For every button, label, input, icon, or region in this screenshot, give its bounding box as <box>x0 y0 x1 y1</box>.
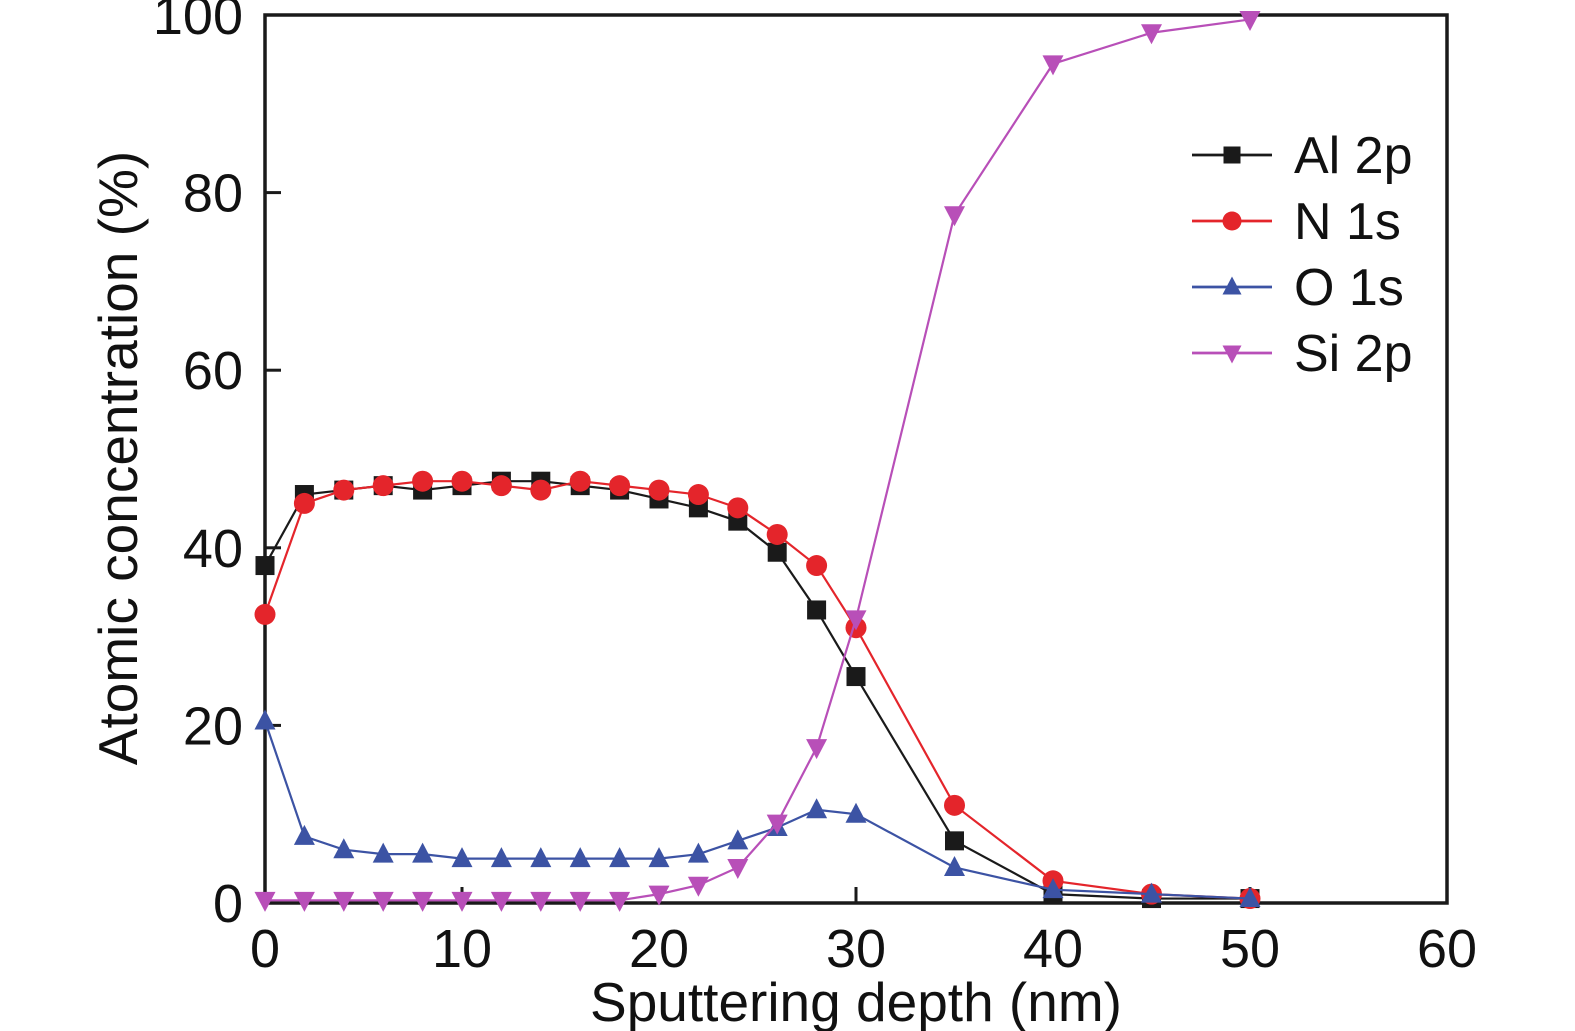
square-marker <box>945 831 964 851</box>
x-tick-label: 10 <box>432 919 492 979</box>
y-tick-label: 80 <box>183 164 243 224</box>
legend-label: Al 2p <box>1294 127 1413 185</box>
triangle-up-marker <box>1042 878 1064 899</box>
triangle-down-marker <box>1042 55 1064 76</box>
y-tick-label: 40 <box>183 519 243 579</box>
square-marker <box>767 542 787 562</box>
triangle-down-marker <box>254 891 276 912</box>
legend-item-si-2p: Si 2p <box>1192 325 1413 383</box>
triangle-up-marker <box>845 802 867 823</box>
legend-label: O 1s <box>1294 259 1404 317</box>
series-line-o-1s <box>263 720 1251 900</box>
triangle-down-marker <box>1222 345 1242 364</box>
triangle-down-marker <box>766 814 788 835</box>
triangle-up-marker <box>1141 882 1162 903</box>
y-tick-label: 60 <box>183 341 243 401</box>
x-tick-label: 50 <box>1220 919 1280 979</box>
y-tick-label: 20 <box>183 696 243 756</box>
circle-marker <box>648 479 670 501</box>
square-marker <box>1223 146 1241 164</box>
triangle-up-marker <box>1239 887 1261 908</box>
square-marker <box>255 556 275 576</box>
circle-marker <box>609 475 631 497</box>
triangle-up-marker <box>293 824 315 845</box>
circle-marker <box>569 470 591 492</box>
triangle-up-marker <box>490 847 512 868</box>
circle-marker <box>333 479 355 501</box>
triangle-up-marker <box>569 847 591 868</box>
x-axis-title: Sputtering depth (nm) <box>590 971 1122 1031</box>
triangle-down-marker <box>727 858 749 879</box>
triangle-down-marker <box>293 891 315 912</box>
circle-marker <box>451 470 473 492</box>
circle-marker <box>254 603 276 625</box>
triangle-up-marker <box>944 855 965 876</box>
triangle-down-marker <box>530 891 552 912</box>
triangle-down-marker <box>609 891 631 912</box>
y-tick-label: 100 <box>153 0 243 46</box>
series-si-2p <box>254 10 1261 912</box>
circle-marker <box>530 479 552 501</box>
circle-marker <box>1222 211 1242 231</box>
triangle-up-marker <box>372 842 394 863</box>
triangle-down-marker <box>1141 24 1162 45</box>
triangle-up-marker <box>1222 276 1242 295</box>
triangle-down-marker <box>490 891 512 912</box>
triangle-down-marker <box>412 891 434 912</box>
legend-label: Si 2p <box>1294 325 1413 383</box>
circle-marker <box>806 555 828 577</box>
triangle-up-marker <box>648 847 670 868</box>
triangle-down-marker <box>372 891 394 912</box>
series-al-2p <box>255 471 1260 909</box>
y-axis-title: Atomic concentration (%) <box>87 150 149 766</box>
x-tick-label: 40 <box>1023 919 1083 979</box>
circle-marker <box>727 497 749 519</box>
triangle-down-marker <box>333 891 355 912</box>
legend-item-o-1s: O 1s <box>1192 259 1404 317</box>
series-line-si-2p <box>265 18 1251 902</box>
triangle-up-marker <box>687 842 709 863</box>
x-tick-label: 30 <box>826 919 886 979</box>
circle-marker <box>490 475 512 497</box>
square-marker <box>846 667 866 687</box>
x-tick-label: 0 <box>250 919 280 979</box>
circle-marker <box>412 470 434 492</box>
triangle-up-marker <box>609 847 631 868</box>
triangle-down-marker <box>944 206 965 227</box>
series-line-al-2p <box>264 480 1250 900</box>
legend-label: N 1s <box>1294 193 1401 251</box>
y-tick-label: 0 <box>213 874 243 934</box>
triangle-down-marker <box>845 610 867 631</box>
x-tick-label: 60 <box>1417 919 1477 979</box>
triangle-down-marker <box>569 891 591 912</box>
triangle-up-marker <box>254 709 276 730</box>
triangle-down-marker <box>687 876 709 897</box>
triangle-up-marker <box>727 829 749 850</box>
triangle-down-marker <box>1239 10 1261 31</box>
triangle-up-marker <box>530 847 552 868</box>
triangle-down-marker <box>648 885 670 906</box>
square-marker <box>807 600 827 620</box>
plot-frame <box>263 13 1449 905</box>
circle-marker <box>687 484 709 506</box>
series-line-n-1s <box>263 480 1251 900</box>
x-tick-label: 20 <box>629 919 689 979</box>
series-o-1s <box>254 709 1261 908</box>
triangle-up-marker <box>451 847 473 868</box>
triangle-up-marker <box>333 838 355 859</box>
legend-item-al-2p: Al 2p <box>1192 127 1413 185</box>
circle-marker <box>766 523 788 545</box>
circle-marker <box>293 492 315 514</box>
triangle-down-marker <box>806 739 828 760</box>
triangle-up-marker <box>806 798 828 819</box>
legend-item-n-1s: N 1s <box>1192 193 1401 251</box>
triangle-up-marker <box>412 842 434 863</box>
triangle-down-marker <box>451 891 473 912</box>
circle-marker <box>372 475 394 497</box>
circle-marker <box>944 794 965 816</box>
